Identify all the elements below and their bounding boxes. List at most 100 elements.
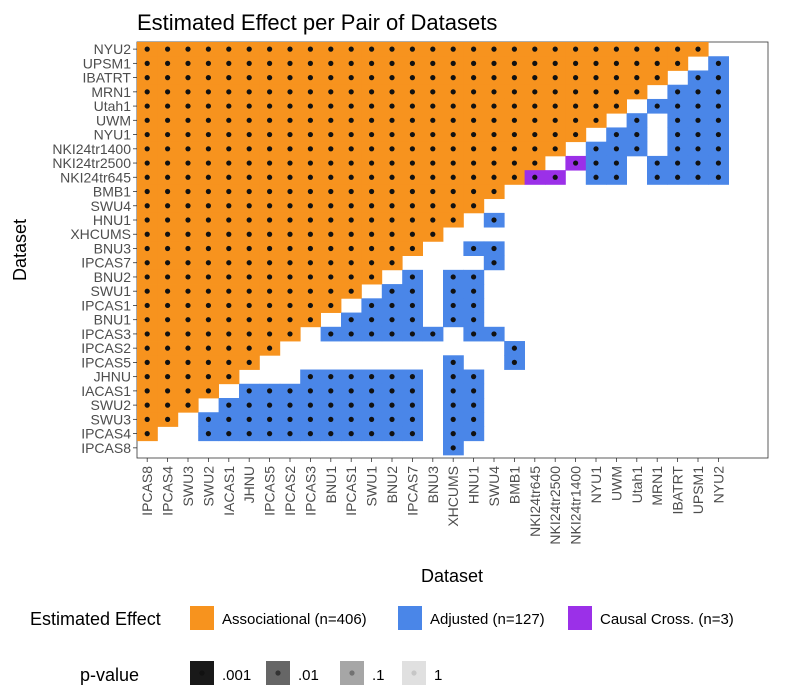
pvalue-dot <box>165 160 171 166</box>
pvalue-dot <box>348 431 354 437</box>
pvalue-dot <box>369 402 375 408</box>
y-tick-label: UWM <box>96 112 131 128</box>
pvalue-dot <box>715 174 722 180</box>
pvalue-dot <box>185 217 191 223</box>
pvalue-dot <box>307 231 313 237</box>
pvalue-dot <box>471 288 477 294</box>
pvalue-dot <box>144 89 150 95</box>
pvalue-dot <box>307 260 313 266</box>
pvalue-dot <box>348 146 354 152</box>
pvalue-dot <box>287 146 293 152</box>
pvalue-dot <box>511 75 517 81</box>
pvalue-dot <box>205 431 211 437</box>
x-tick-label: BNU3 <box>425 466 441 504</box>
pvalue-dot <box>307 60 313 66</box>
pvalue-dot <box>165 302 171 309</box>
pvalue-dot <box>511 160 517 166</box>
pvalue-dot <box>654 75 660 81</box>
pvalue-dot <box>613 131 620 138</box>
pvalue-dot <box>430 231 436 237</box>
x-tick-label: IPCAS5 <box>262 466 278 516</box>
pvalue-dot <box>389 174 395 180</box>
y-tick-label: UPSM1 <box>83 55 131 71</box>
pvalue-dot <box>328 416 334 422</box>
y-tick-label: BNU1 <box>94 312 132 328</box>
pvalue-dot <box>287 288 293 294</box>
y-tick-label: IPCAS8 <box>81 440 131 456</box>
pvalue-dot <box>471 89 477 95</box>
pvalue-dot <box>144 416 150 422</box>
pvalue-dot <box>144 359 150 365</box>
pvalue-dot <box>389 203 395 209</box>
pvalue-dot <box>389 388 395 394</box>
pvalue-dot <box>348 203 354 209</box>
pvalue-dot <box>369 245 375 252</box>
pvalue-key-dot <box>275 670 281 676</box>
pvalue-dot <box>613 46 620 52</box>
pvalue-dot <box>287 89 293 95</box>
pvalue-key-dot <box>199 670 205 676</box>
pvalue-dot <box>369 60 375 66</box>
pvalue-dot <box>675 131 681 138</box>
pvalue-key-swatch <box>402 661 426 685</box>
pvalue-dot <box>185 374 191 380</box>
pvalue-dot <box>185 302 191 309</box>
pvalue-dot <box>471 331 477 337</box>
pvalue-dot <box>613 75 620 81</box>
pvalue-dot <box>573 131 579 138</box>
pvalue-dot <box>144 374 150 380</box>
pvalue-dot <box>715 89 722 95</box>
x-tick-label: BNU1 <box>323 466 339 504</box>
y-tick-label: SWU4 <box>91 198 132 214</box>
pvalue-dot <box>450 46 456 52</box>
pvalue-dot <box>267 245 273 252</box>
pvalue-dot <box>389 374 395 380</box>
pvalue-dot <box>471 245 477 252</box>
pvalue-dot <box>348 245 354 252</box>
pvalue-dot <box>409 288 415 294</box>
pvalue-dot <box>613 174 620 180</box>
pvalue-dot <box>226 131 232 138</box>
pvalue-dot <box>165 217 171 223</box>
pvalue-dot <box>511 146 517 152</box>
pvalue-dot <box>246 274 252 280</box>
pvalue-dot <box>307 174 313 180</box>
pvalue-dot <box>613 146 620 152</box>
pvalue-legend: p-value .001 .01 .1 1 <box>80 661 442 685</box>
pvalue-dot <box>267 431 273 437</box>
pvalue-dot <box>552 117 558 123</box>
pvalue-dot <box>634 60 640 66</box>
pvalue-dot <box>205 345 211 351</box>
pvalue-dot <box>389 103 395 109</box>
pvalue-dot <box>226 317 232 323</box>
pvalue-dot <box>471 146 477 152</box>
x-tick-label: JHNU <box>241 466 257 503</box>
pvalue-dot <box>328 188 334 195</box>
pvalue-dot <box>185 160 191 166</box>
pvalue-dot <box>226 288 232 294</box>
pvalue-dot <box>573 75 579 81</box>
pvalue-dot <box>491 60 497 66</box>
pvalue-dot <box>450 60 456 66</box>
pvalue-dot <box>369 188 375 195</box>
pvalue-key-swatch <box>340 661 364 685</box>
pvalue-dot <box>246 431 252 437</box>
pvalue-dot <box>287 402 293 408</box>
pvalue-dot <box>205 260 211 266</box>
pvalue-dot <box>471 46 477 52</box>
pvalue-dot <box>450 146 456 152</box>
pvalue-dot <box>246 174 252 180</box>
pvalue-dot <box>654 60 660 66</box>
pvalue-dot <box>287 103 293 109</box>
pvalue-dot <box>165 317 171 323</box>
pvalue-dot <box>165 146 171 152</box>
pvalue-dot <box>287 217 293 223</box>
pvalue-dot <box>144 103 150 109</box>
pvalue-dot <box>246 359 252 365</box>
pvalue-dot <box>185 103 191 109</box>
pvalue-dot <box>226 402 232 408</box>
x-tick-label: UWM <box>608 466 624 501</box>
pvalue-dot <box>267 174 273 180</box>
pvalue-dot <box>246 46 252 52</box>
pvalue-dot <box>267 231 273 237</box>
